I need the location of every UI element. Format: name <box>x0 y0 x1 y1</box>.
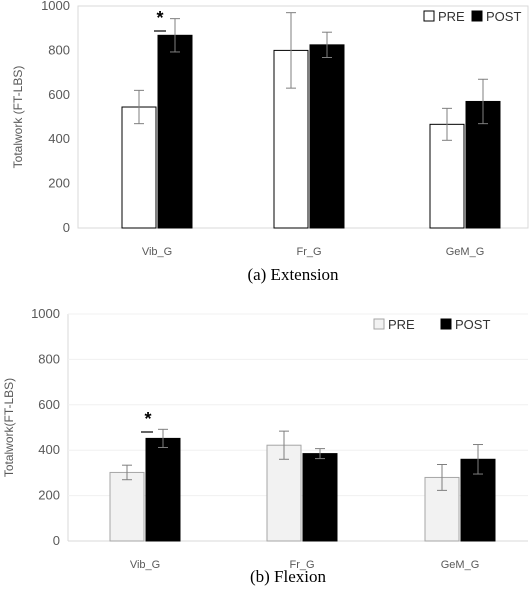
x-tick-label: Vib_G <box>130 559 160 571</box>
legend-swatch-pre <box>373 318 385 330</box>
y-tick-label: 400 <box>48 131 70 146</box>
legend-swatch-post <box>471 10 483 22</box>
chart-caption: (b) Flexion <box>250 567 327 586</box>
x-tick-label: Fr_G <box>289 559 314 571</box>
y-axis-label: Totalwork(FT-LBS) <box>2 378 16 477</box>
bar-post-vib_g <box>157 34 193 229</box>
legend-label-pre: PRE <box>438 9 465 24</box>
legend-label-pre: PRE <box>388 317 415 332</box>
legend-swatch-post <box>440 318 452 330</box>
x-tick-label: Vib_G <box>142 246 172 258</box>
y-tick-label: 800 <box>38 351 60 366</box>
y-tick-label: 400 <box>38 442 60 457</box>
y-tick-label: 600 <box>38 397 60 412</box>
significance-star: * <box>156 8 163 28</box>
legend-swatch-pre <box>423 10 435 22</box>
y-tick-label: 1000 <box>31 306 60 321</box>
y-tick-label: 600 <box>48 87 70 102</box>
y-axis-label: Totalwork (FT-LBS) <box>11 66 25 169</box>
y-tick-label: 1000 <box>41 0 70 13</box>
chart-flexion: 0 200 400 600 800 1000 Totalwork(FT-LBS) Vib_G F… <box>2 306 528 586</box>
legend-label-post: POST <box>455 317 490 332</box>
chart-extension: 0 200 400 600 800 1000 Totalwork (FT-LBS) Vib_G… <box>11 0 529 284</box>
bar-pre-vib_g <box>109 471 145 542</box>
bar-post-fr_g <box>302 453 338 542</box>
chart-caption: (a) Extension <box>247 265 339 284</box>
legend-label-post: POST <box>486 9 521 24</box>
bar-pre-vib_g <box>121 106 157 229</box>
y-tick-label: 0 <box>63 220 70 235</box>
x-tick-label: GeM_G <box>441 559 480 571</box>
bar-pre-fr_g <box>266 444 302 542</box>
y-tick-label: 800 <box>48 42 70 57</box>
x-tick-label: GeM_G <box>446 246 485 258</box>
y-tick-label: 200 <box>48 176 70 191</box>
y-tick-label: 0 <box>53 533 60 548</box>
bar-post-vib_g <box>145 437 181 542</box>
x-tick-label: Fr_G <box>296 246 321 258</box>
bar-post-fr_g <box>309 44 345 229</box>
y-tick-label: 200 <box>38 488 60 503</box>
significance-star: * <box>144 409 151 429</box>
